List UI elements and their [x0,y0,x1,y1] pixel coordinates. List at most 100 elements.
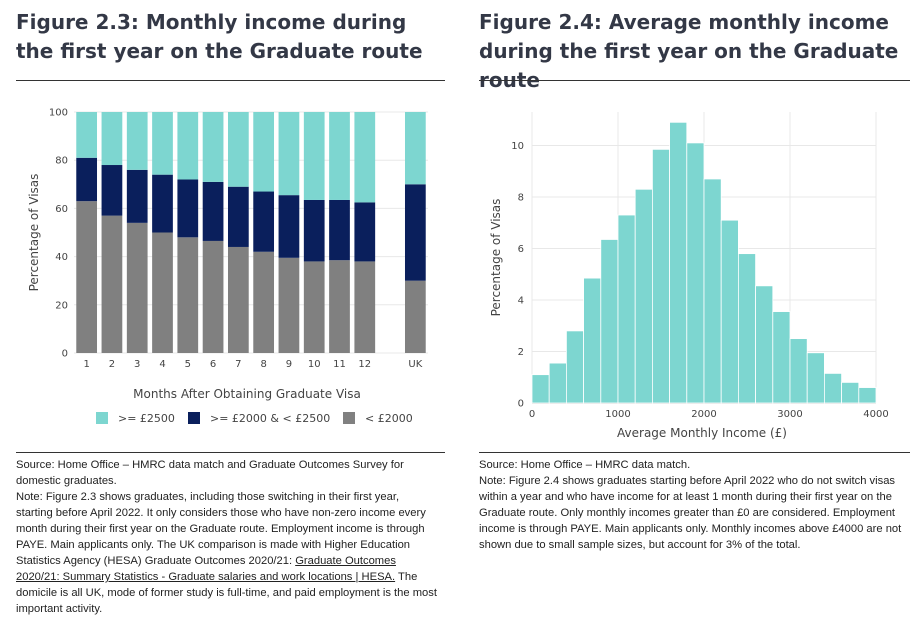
bar-segment [202,112,224,182]
bar-segment [126,222,148,353]
y-tick-label: 6 [518,244,524,255]
histogram-bar [617,214,636,404]
x-tick-label: 8 [260,359,266,370]
y-axis-title: Percentage of Visas [27,174,41,292]
y-tick-label: 80 [55,156,68,167]
y-tick-label: 4 [518,295,524,306]
bar-segment [76,112,98,158]
bar-segment [202,240,224,353]
bar-segment [177,237,199,353]
bar-segment [278,257,300,353]
source-divider [479,452,910,453]
x-tick-label: 1000 [605,409,630,420]
bar-segment [126,112,148,170]
x-tick-label: 3 [134,359,140,370]
histogram-bar [789,338,808,404]
bar-segment [152,174,173,233]
histogram-bar [720,219,739,404]
bar-segment [101,165,123,216]
x-tick-label: 6 [210,359,216,370]
legend-item[interactable]: < £2000 [343,412,413,425]
histogram-bar [823,372,842,404]
bar-segment [177,112,199,180]
legend-item[interactable]: >= £2500 [96,412,175,425]
bar-segment [177,179,199,238]
bar-segment [303,112,325,200]
histogram-bar [737,253,756,404]
bar-segment [152,232,173,353]
y-tick-label: 100 [49,108,68,119]
bar-segment [303,199,325,262]
y-tick-label: 0 [518,399,524,410]
histogram-bar [651,148,670,404]
bar-segment [126,169,148,223]
source-text: Source: Home Office – HMRC data match an… [16,459,404,487]
figure-2-4-title: Figure 2.4: Average monthly income durin… [479,10,899,92]
legend-label: >= £2000 & < £2500 [210,412,330,425]
histogram-bar [806,352,825,404]
y-tick-label: 0 [62,349,68,360]
bar-segment [303,261,325,353]
bar-segment [329,260,350,353]
x-tick-label: 0 [529,409,535,420]
y-axis-title: Percentage of Visas [489,199,503,317]
y-tick-label: 8 [518,192,524,203]
bar-segment [404,112,426,185]
source-notes: Source: Home Office – HMRC data match an… [16,457,438,617]
y-tick-label: 60 [55,204,68,215]
x-tick-label: 11 [333,359,346,370]
note-text-pre: Note: Figure 2.3 shows graduates, includ… [16,491,426,567]
x-tick-label: 1 [83,359,89,370]
x-tick-label: 12 [358,359,371,370]
figure-2-3-title: Figure 2.3: Monthly income during the fi… [16,10,423,63]
bar-segment [329,199,350,261]
bar-segment [354,202,376,262]
title-divider [16,80,445,81]
bar-segment [227,186,249,247]
bar-segment [227,246,249,353]
histogram-bar [755,285,774,404]
legend[interactable]: >= £2500 >= £2000 & < £2500 < £2000 [96,412,413,425]
y-tick-label: 2 [518,347,524,358]
legend-item[interactable]: >= £2000 & < £2500 [188,412,330,425]
histogram-bar [772,311,791,404]
bar-segment [227,112,249,187]
bar-segment [329,112,350,200]
legend-label: >= £2500 [118,412,175,425]
bar-segment [253,112,275,192]
source-divider [16,452,445,453]
bar-segment [101,215,123,353]
x-tick-label: 4 [159,359,165,370]
legend-label: < £2000 [365,412,413,425]
histogram-bar [669,121,688,404]
note-text-post: The domicile is all UK, mode of former s… [16,571,437,615]
legend-swatch [188,412,200,424]
bar-segment [278,195,300,258]
x-axis-title: Months After Obtaining Graduate Visa [133,387,361,401]
histogram-bar [548,362,567,404]
title-divider [479,80,910,81]
y-tick-label: 20 [55,300,68,311]
histogram-bar [566,330,585,404]
legend-swatch [96,412,108,424]
note-text: Note: Figure 2.4 shows graduates startin… [479,475,902,551]
y-tick-label: 10 [511,141,524,152]
note-text: Note: Figure 2.3 shows graduates, includ… [16,489,438,617]
x-tick-label: 10 [308,359,321,370]
x-tick-label: 9 [286,359,292,370]
hesa-link[interactable]: Graduate Outcomes 2020/21: Summary Stati… [16,555,396,583]
x-axis-title: Average Monthly Income (£) [617,426,787,440]
x-tick-label: 2 [109,359,115,370]
histogram-bar [703,178,722,404]
histogram-chart: 0 2 4 6 8 10 0 1000 2000 3000 4000 Percentage of … [489,112,889,440]
bar-segment [404,184,426,281]
bar-segment [76,201,98,353]
x-tick-label: 5 [185,359,191,370]
bar-segment [354,112,376,203]
legend-swatch [343,412,355,424]
histogram-bar [531,374,550,404]
source-text: Source: Home Office – HMRC data match. [479,459,691,471]
histogram-bar [858,387,877,404]
bar-segment [253,251,275,353]
source-notes: Source: Home Office – HMRC data match. N… [479,457,904,553]
